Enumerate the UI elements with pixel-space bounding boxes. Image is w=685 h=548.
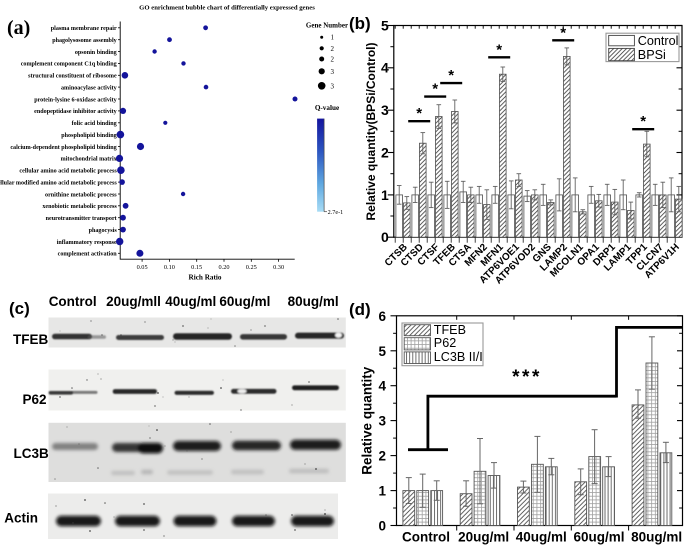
svg-text:*: * — [640, 113, 646, 130]
svg-text:Rich Ratio: Rich Ratio — [189, 274, 222, 282]
svg-text:(b): (b) — [349, 14, 371, 33]
svg-text:TFEB: TFEB — [434, 323, 466, 337]
svg-text:6: 6 — [378, 309, 386, 324]
svg-text:1: 1 — [381, 187, 389, 203]
svg-text:60ug/ml: 60ug/ml — [573, 530, 624, 545]
svg-text:*: * — [432, 81, 438, 98]
svg-text:2: 2 — [381, 144, 389, 160]
svg-text:4: 4 — [378, 379, 386, 394]
svg-text:4: 4 — [381, 60, 389, 76]
svg-text:aminoacylase activity: aminoacylase activity — [61, 85, 117, 91]
svg-text:80ug/ml: 80ug/ml — [288, 294, 339, 309]
svg-text:60ug/ml: 60ug/ml — [219, 294, 270, 309]
svg-text:3: 3 — [331, 68, 335, 76]
svg-text:phospholipid binding: phospholipid binding — [61, 133, 116, 139]
svg-text:neurotransmitter transport: neurotransmitter transport — [46, 216, 117, 222]
svg-text:2: 2 — [378, 449, 386, 464]
svg-text:*: * — [448, 67, 454, 84]
svg-text:Control: Control — [49, 294, 97, 309]
svg-text:plasma membrane repair: plasma membrane repair — [51, 26, 117, 32]
svg-text:LC3B: LC3B — [14, 446, 50, 461]
svg-text:(d): (d) — [349, 300, 371, 319]
svg-text:20ug/ml: 20ug/ml — [458, 530, 509, 545]
svg-text:opsonin binding: opsonin binding — [75, 50, 117, 56]
svg-text:2: 2 — [331, 45, 335, 53]
svg-text:folic acid binding: folic acid binding — [72, 121, 117, 127]
svg-text:0.15: 0.15 — [191, 264, 202, 271]
svg-text:0.20: 0.20 — [218, 264, 229, 271]
svg-text:P62: P62 — [434, 336, 456, 350]
svg-text:0.05: 0.05 — [137, 264, 148, 271]
svg-text:2.7e-1: 2.7e-1 — [328, 209, 344, 216]
svg-text:BPSi: BPSi — [638, 48, 666, 62]
svg-text:Control: Control — [402, 530, 450, 545]
svg-text:40ug/ml: 40ug/ml — [516, 530, 567, 545]
svg-text:Relative quantity(BPSi/Control: Relative quantity(BPSi/Control) — [364, 42, 378, 220]
svg-text:1: 1 — [331, 34, 335, 42]
svg-text:5: 5 — [378, 344, 386, 359]
svg-text:inflammatory response: inflammatory response — [57, 240, 117, 246]
svg-text:endopeptidase inhibitor activi: endopeptidase inhibitor activity — [34, 109, 117, 115]
svg-text:xenobiotic metabolic process: xenobiotic metabolic process — [42, 204, 117, 210]
svg-text:P62: P62 — [23, 392, 47, 407]
svg-text:*: * — [560, 24, 566, 41]
svg-text:0.10: 0.10 — [164, 264, 175, 271]
svg-text:*: * — [496, 41, 502, 58]
svg-text:3: 3 — [331, 82, 335, 90]
svg-text:phagocysis: phagocysis — [89, 228, 118, 234]
svg-text:0.30: 0.30 — [273, 264, 284, 271]
svg-text:Relative quantity: Relative quantity — [360, 366, 375, 475]
svg-text:structural constituent of ribo: structural constituent of ribosome — [28, 74, 117, 80]
svg-text:calcium-dependent phospholipid: calcium-dependent phospholipid binding — [10, 145, 116, 151]
svg-text:LC3B II/I: LC3B II/I — [434, 350, 483, 364]
svg-text:Gene Number: Gene Number — [306, 22, 348, 30]
svg-text:0: 0 — [378, 519, 386, 534]
svg-text:(a): (a) — [7, 17, 30, 39]
svg-text:5: 5 — [381, 17, 389, 33]
svg-text:2: 2 — [331, 56, 335, 64]
svg-text:0.25: 0.25 — [246, 264, 257, 271]
svg-text:40ug/ml: 40ug/ml — [165, 294, 216, 309]
svg-text:complement activation: complement activation — [58, 252, 118, 258]
svg-text:3: 3 — [381, 102, 389, 118]
svg-text:Actin: Actin — [4, 511, 38, 526]
svg-text:cellular modified amino acid m: cellular modified amino acid metabolic p… — [0, 180, 117, 186]
svg-text:TFEB: TFEB — [13, 332, 48, 347]
svg-text:80ug/ml: 80ug/ml — [631, 530, 682, 545]
svg-text:***: *** — [512, 367, 542, 388]
svg-text:*: * — [416, 105, 422, 122]
svg-text:(c): (c) — [9, 299, 30, 318]
svg-text:cellular amino acid metabolic: cellular amino acid metabolic process — [19, 169, 117, 175]
svg-text:0: 0 — [381, 229, 389, 245]
svg-text:3: 3 — [378, 414, 386, 429]
svg-text:GO enrichment bubble chart of: GO enrichment bubble chart of differenti… — [139, 5, 315, 12]
svg-text:1: 1 — [378, 484, 386, 499]
svg-text:Q-value: Q-value — [315, 104, 339, 112]
svg-text:phagolysosome assembly: phagolysosome assembly — [52, 38, 117, 44]
svg-text:complement component C1q bindi: complement component C1q binding — [21, 62, 117, 68]
svg-text:Control: Control — [638, 34, 679, 48]
svg-text:mitochondrial matrix: mitochondrial matrix — [61, 157, 118, 163]
svg-text:protein-lysine 6-oxidase activ: protein-lysine 6-oxidase activity — [34, 97, 117, 103]
svg-text:20ug/mll: 20ug/mll — [106, 294, 161, 309]
svg-text:ornithine metabolic process: ornithine metabolic process — [45, 192, 117, 198]
